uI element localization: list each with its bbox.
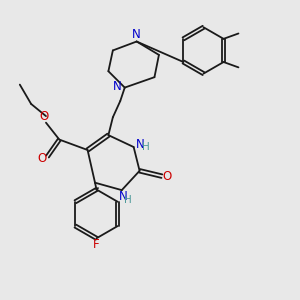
Text: N: N: [119, 190, 128, 203]
Text: O: O: [40, 110, 49, 123]
Text: H: H: [142, 142, 150, 152]
Text: H: H: [124, 195, 132, 205]
Text: F: F: [93, 238, 100, 251]
Text: O: O: [163, 170, 172, 183]
Text: N: N: [113, 80, 122, 94]
Text: O: O: [38, 152, 47, 165]
Text: N: N: [132, 28, 141, 41]
Text: N: N: [136, 138, 145, 151]
